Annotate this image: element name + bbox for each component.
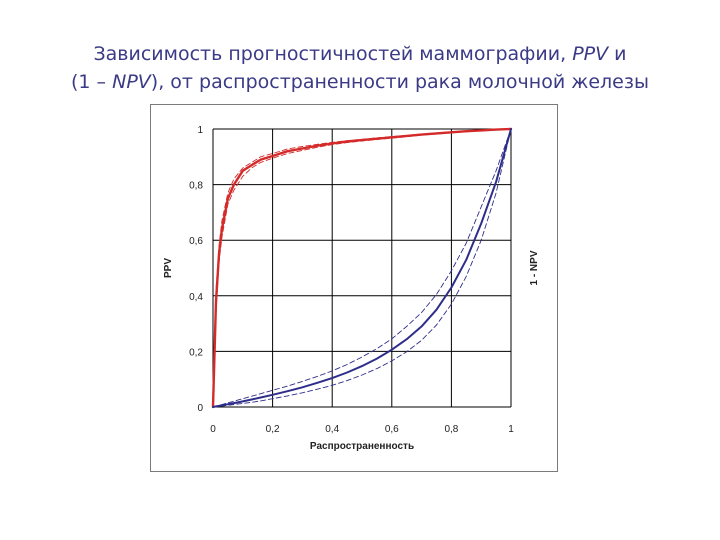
x-axis-label: Распространенность — [310, 441, 414, 452]
series-line-ppv-lower — [212, 128, 512, 408]
title-line-1: Зависимость прогностичностей маммографии… — [0, 40, 720, 68]
series-line-ppv — [211, 127, 513, 409]
series-line-ppv-upper — [212, 128, 512, 408]
y-tick-label: 0,4 — [189, 292, 203, 303]
title-npv-term: NPV — [112, 71, 151, 93]
title-ppv-term: PPV — [572, 43, 609, 65]
x-tick-label: 1 — [508, 424, 514, 435]
title-line-2-start: (1 – — [71, 71, 113, 93]
title-line-2: (1 – NPV), от распространенности рака мо… — [0, 68, 720, 96]
series-group — [211, 127, 513, 409]
slide-title: Зависимость прогностичностей маммографии… — [0, 40, 720, 96]
y-tick-label: 0 — [197, 403, 203, 414]
x-tick-label: 0 — [210, 424, 216, 435]
y-axis-label-left: PPV — [163, 258, 174, 278]
title-line-1-end: и — [608, 43, 627, 65]
x-tick-label: 0,8 — [444, 424, 458, 435]
y-axis-label-right: 1 - NPV — [529, 250, 540, 285]
y-tick-label: 0,8 — [189, 181, 203, 192]
y-tick-label: 0,2 — [189, 347, 203, 358]
y-tick-label: 1 — [197, 125, 203, 136]
series-line-npv-upper — [212, 128, 512, 408]
grid — [212, 128, 512, 408]
ppv-npv-chart: 0 0,2 0,4 0,6 0,8 1 0 0,2 0,4 0,6 0,8 1 Распростран… — [163, 125, 540, 452]
tick-labels: 0 0,2 0,4 0,6 0,8 1 0 0,2 0,4 0,6 0,8 1 — [189, 125, 514, 435]
x-tick-label: 0,4 — [325, 424, 339, 435]
chart-frame: 0 0,2 0,4 0,6 0,8 1 0 0,2 0,4 0,6 0,8 1 Распростран… — [150, 104, 558, 472]
series-line-npv — [212, 128, 512, 408]
title-line-2-text: ), от распространенности рака молочной ж… — [150, 71, 649, 93]
series-line-npv-lower — [212, 128, 512, 408]
x-tick-label: 0,2 — [266, 424, 280, 435]
title-line-1-text: Зависимость прогностичностей маммографии… — [93, 43, 573, 65]
y-tick-label: 0,6 — [189, 236, 203, 247]
x-tick-label: 0,6 — [385, 424, 399, 435]
